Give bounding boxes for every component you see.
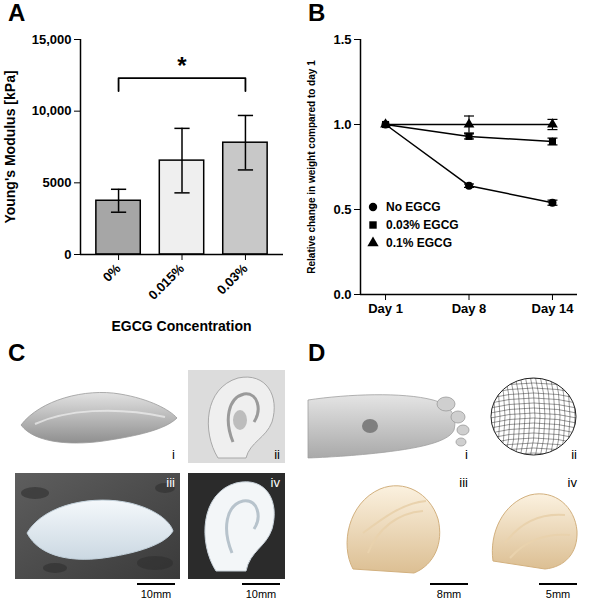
html-text:0.03% EGCG: 0.03% EGCG xyxy=(386,218,459,232)
svg-text:15,000: 15,000 xyxy=(32,32,72,47)
svg-text:0.015%: 0.015% xyxy=(145,260,187,302)
svg-text:0%: 0% xyxy=(100,260,124,284)
svg-text:0.03%: 0.03% xyxy=(214,260,251,297)
svg-text:Day 14: Day 14 xyxy=(532,301,575,316)
svg-text:0.0: 0.0 xyxy=(333,287,351,302)
svg-text:5000: 5000 xyxy=(43,175,72,190)
html-text:A: A xyxy=(8,0,26,26)
html-text:EGCG Concentration: EGCG Concentration xyxy=(111,318,252,334)
svg-text:iv: iv xyxy=(568,475,578,490)
html-text:Young's Modulus [kPa]: Young's Modulus [kPa] xyxy=(2,69,18,224)
svg-text:1.0: 1.0 xyxy=(333,117,351,132)
svg-text:5mm: 5mm xyxy=(546,588,570,600)
svg-text:iv: iv xyxy=(271,475,281,490)
svg-text:0: 0 xyxy=(64,247,71,262)
svg-text:Day 8: Day 8 xyxy=(452,301,487,316)
svg-text:8mm: 8mm xyxy=(437,588,461,600)
html-text:D: D xyxy=(308,339,326,366)
html-text:C: C xyxy=(8,339,26,366)
svg-text:iii: iii xyxy=(166,475,175,490)
html-text:0.1% EGCG: 0.1% EGCG xyxy=(386,236,452,250)
svg-text:0.5: 0.5 xyxy=(333,202,351,217)
svg-text:10mm: 10mm xyxy=(141,588,172,600)
svg-text:Day 1: Day 1 xyxy=(368,301,403,316)
svg-text:ii: ii xyxy=(274,447,280,462)
html-text:No EGCG: No EGCG xyxy=(386,200,441,214)
svg-text:10mm: 10mm xyxy=(246,588,277,600)
svg-text:10,000: 10,000 xyxy=(32,103,72,118)
svg-text:i: i xyxy=(172,447,175,462)
svg-text:i: i xyxy=(465,447,468,462)
svg-text:*: * xyxy=(177,52,187,79)
svg-text:1.5: 1.5 xyxy=(333,32,351,47)
svg-text:iii: iii xyxy=(459,475,468,490)
svg-text:ii: ii xyxy=(571,447,577,462)
html-text:Relative change in weight comp: Relative change in weight compared to da… xyxy=(306,59,317,274)
html-text:B: B xyxy=(308,0,326,26)
